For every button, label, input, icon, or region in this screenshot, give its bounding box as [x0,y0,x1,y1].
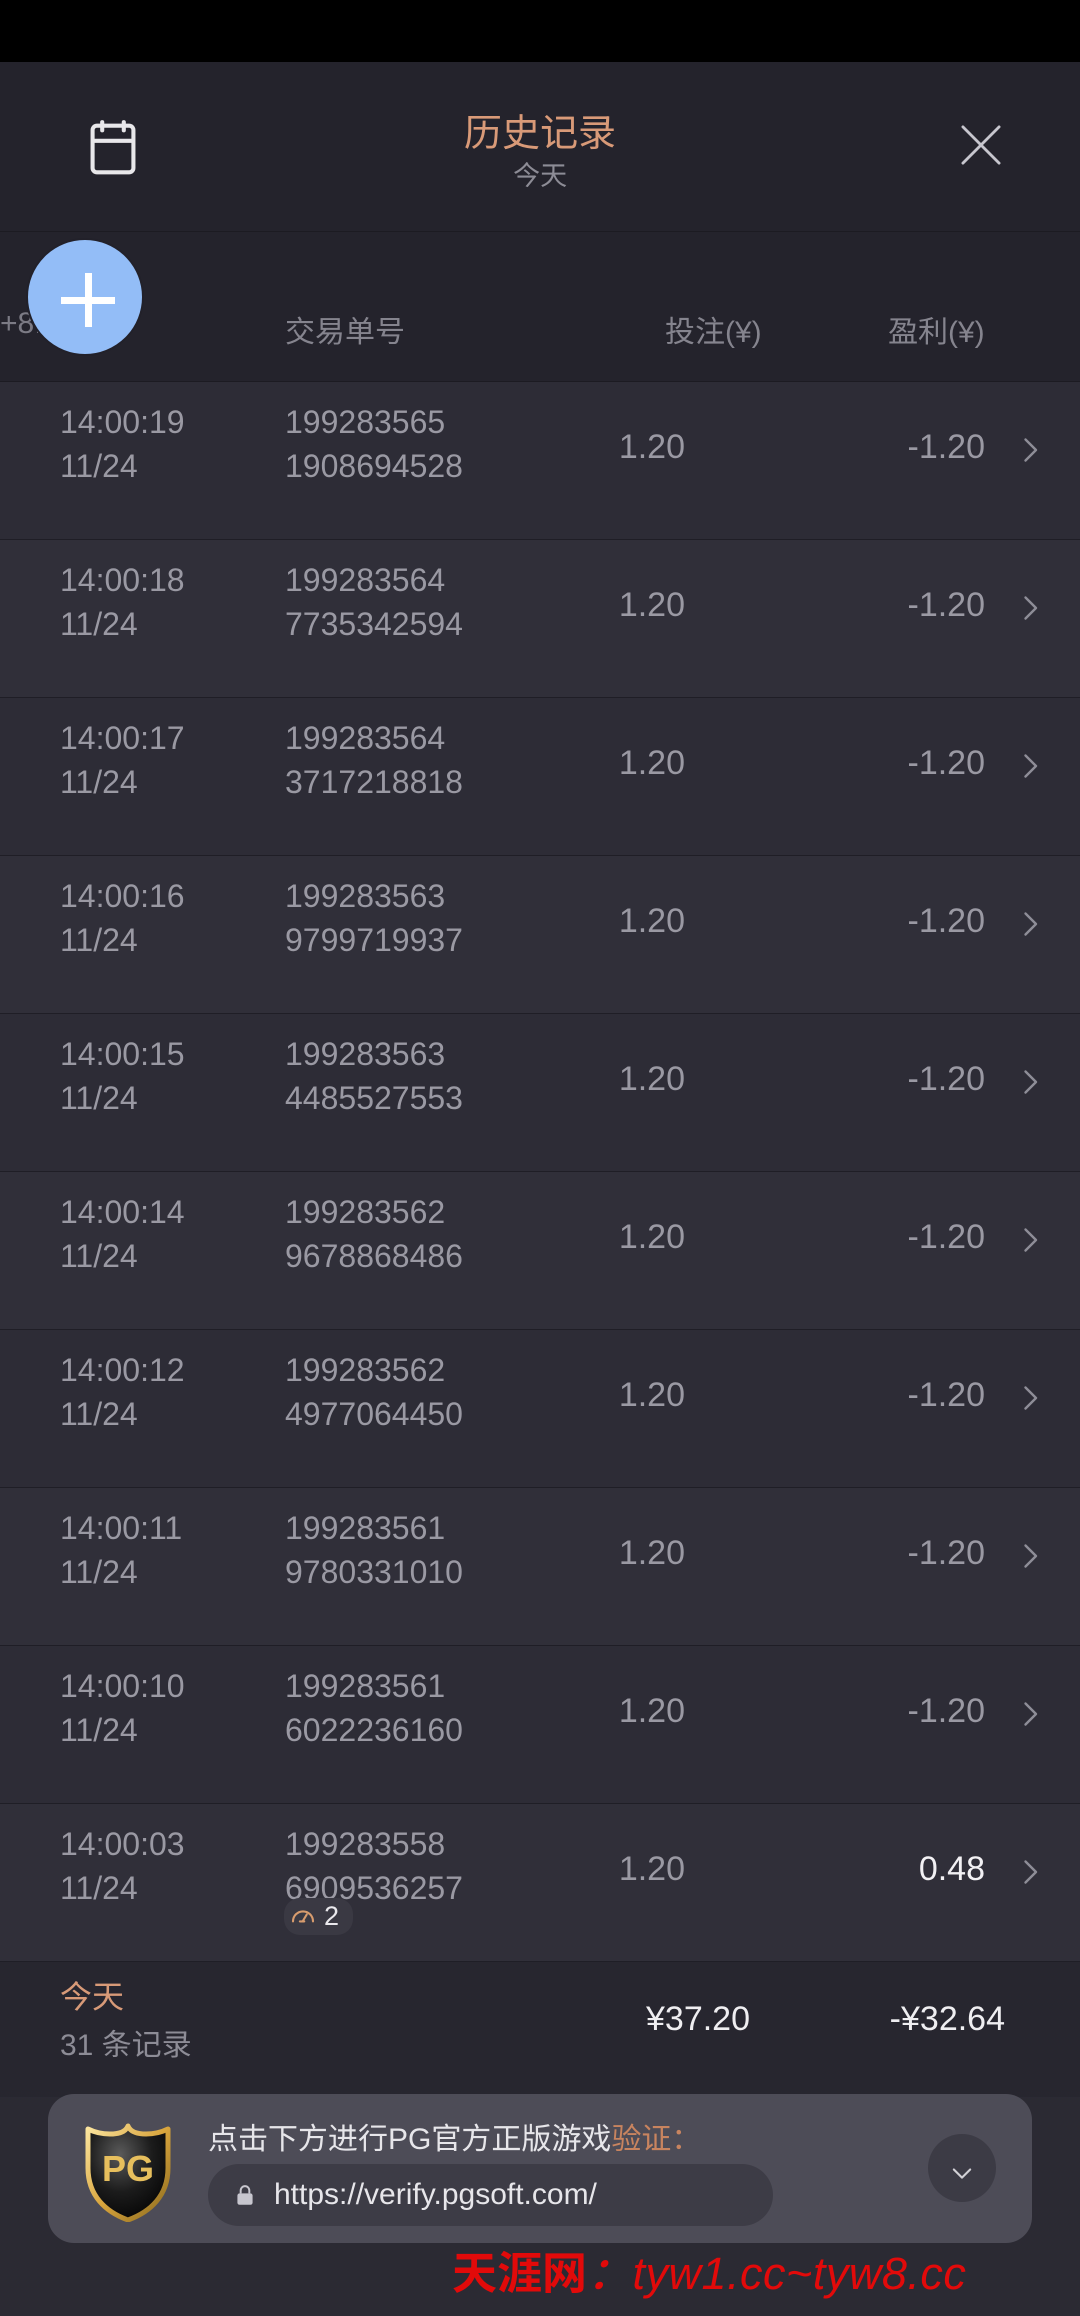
svg-text:PG: PG [102,2148,154,2189]
